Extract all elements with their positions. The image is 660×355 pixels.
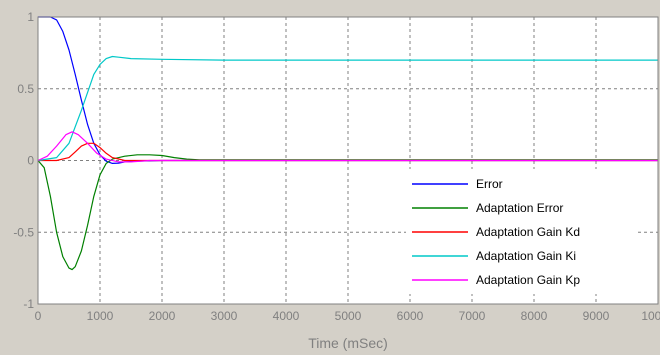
legend-label: Adaptation Gain Kp: [476, 273, 580, 287]
x-tick-label: 4000: [273, 309, 300, 323]
series-line: [37, 131, 658, 163]
x-tick-label: 1000: [87, 309, 114, 323]
x-tick-label: 0: [35, 309, 42, 323]
legend: Error Adaptation Error Adaptation Gain Kd A…: [406, 169, 638, 294]
x-tick-label: 6000: [397, 309, 424, 323]
y-tick-label: -0.5: [13, 225, 34, 239]
x-tick-label: 9000: [583, 309, 610, 323]
series-line: [38, 142, 658, 162]
y-tick-label: -1: [23, 297, 34, 311]
x-tick-label: 3000: [211, 309, 238, 323]
y-tick-label: 1: [27, 10, 34, 24]
y-tick-label: 0: [27, 154, 34, 168]
series-line: [37, 154, 658, 271]
series-line: [37, 55, 658, 162]
x-tick-label: 10000: [641, 309, 660, 323]
x-tick-label: 2000: [149, 309, 176, 323]
x-tick-label: 8000: [521, 309, 548, 323]
plot-frame: [37, 16, 659, 305]
legend-label: Error: [476, 177, 503, 191]
x-axis-label: Time (mSec): [308, 335, 388, 351]
legend-label: Adaptation Gain Ki: [476, 249, 576, 263]
series-lines: [37, 16, 658, 271]
legend-label: Adaptation Gain Kd: [476, 225, 580, 239]
y-tick-label: 0.5: [17, 82, 34, 96]
x-tick-label: 7000: [459, 309, 486, 323]
x-tick-label: 5000: [335, 309, 362, 323]
legend-label: Adaptation Error: [476, 201, 563, 215]
x-tick-labels: 0 1000 2000 3000 4000 5000 6000 7000 8000 9000 100…: [35, 309, 660, 323]
y-tick-labels: -1 -0.5 0 0.5 1: [13, 10, 34, 311]
